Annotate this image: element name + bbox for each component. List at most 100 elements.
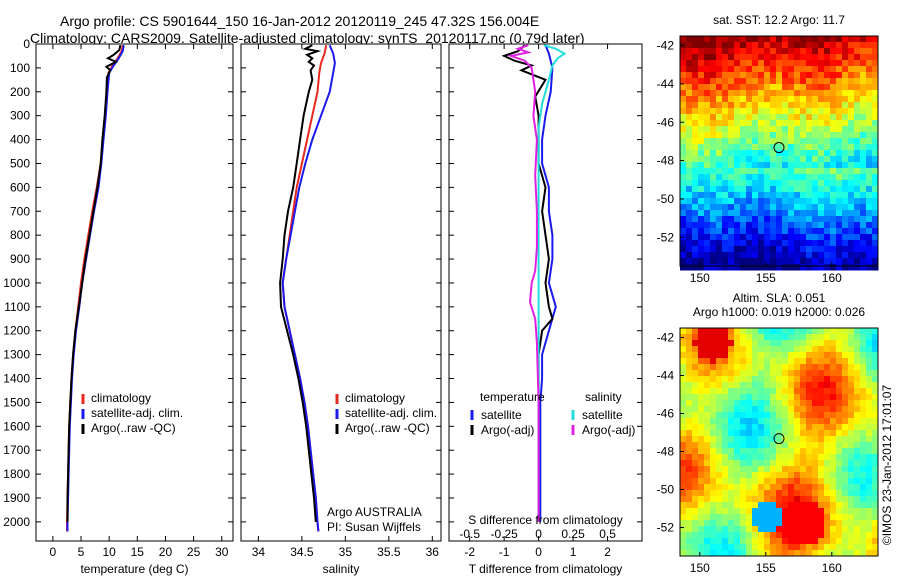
heatmap-cell — [824, 484, 831, 491]
heatmap-cell — [782, 538, 789, 545]
heatmap-cell — [854, 526, 861, 533]
heatmap-cell — [848, 138, 855, 145]
heatmap-cell — [836, 460, 843, 467]
heatmap-cell — [746, 168, 753, 175]
heatmap-cell — [818, 400, 825, 407]
heatmap-cell — [722, 550, 729, 557]
x-tick-label: 36 — [426, 545, 440, 559]
heatmap-cell — [686, 126, 693, 133]
heatmap-cell — [794, 472, 801, 479]
heatmap-cell — [806, 216, 813, 223]
heatmap-cell — [788, 54, 795, 61]
heatmap-cell — [788, 144, 795, 151]
heatmap-cell — [800, 138, 807, 145]
heatmap-cell — [746, 406, 753, 413]
heatmap-cell — [842, 216, 849, 223]
heatmap-cell — [848, 352, 855, 359]
heatmap-cell — [854, 174, 861, 181]
heatmap-cell — [770, 228, 777, 235]
heatmap-cell — [818, 508, 825, 515]
heatmap-cell — [710, 174, 717, 181]
heatmap-cell — [800, 394, 807, 401]
heatmap-cell — [704, 42, 711, 49]
heatmap-cell — [788, 490, 795, 497]
heatmap-cell — [734, 150, 741, 157]
heatmap-cell — [866, 454, 873, 461]
heatmap-cell — [704, 246, 711, 253]
heatmap-cell — [806, 108, 813, 115]
heatmap-cell — [758, 54, 765, 61]
heatmap-cell — [710, 412, 717, 419]
heatmap-cell — [800, 204, 807, 211]
heatmap-cell — [722, 538, 729, 545]
heatmap-cell — [818, 42, 825, 49]
heatmap-cell — [746, 156, 753, 163]
heatmap-cell — [800, 48, 807, 55]
heatmap-cell — [848, 114, 855, 121]
heatmap-cell — [872, 520, 879, 527]
x-tick-label: 1 — [570, 545, 577, 559]
heatmap-cell — [698, 406, 705, 413]
heatmap-cell — [842, 252, 849, 259]
heatmap-cell — [692, 376, 699, 383]
x-tick-label: 34 — [252, 545, 266, 559]
heatmap-cell — [746, 358, 753, 365]
heatmap-cell — [806, 388, 813, 395]
heatmap-cell — [806, 508, 813, 515]
heatmap-cell — [704, 96, 711, 103]
heatmap-cell — [692, 352, 699, 359]
heatmap-cell — [686, 484, 693, 491]
heatmap-cell — [872, 460, 879, 467]
heatmap-cell — [776, 108, 783, 115]
heatmap-cell — [752, 448, 759, 455]
heatmap-cell — [740, 526, 747, 533]
heatmap-cell — [782, 60, 789, 67]
heatmap-cell — [686, 388, 693, 395]
legend-group-title: temperature — [480, 390, 545, 404]
heatmap-cell — [806, 490, 813, 497]
heatmap-cell — [872, 430, 879, 437]
heatmap-cell — [776, 216, 783, 223]
heatmap-cell — [782, 228, 789, 235]
heatmap-cell — [686, 264, 693, 271]
heatmap-cell — [722, 42, 729, 49]
heatmap-cell — [770, 484, 777, 491]
heatmap-cell — [698, 442, 705, 449]
heatmap-cell — [722, 448, 729, 455]
heatmap-cell — [728, 394, 735, 401]
heatmap-cell — [824, 412, 831, 419]
heatmap-cell — [872, 162, 879, 169]
heatmap-cell — [704, 520, 711, 527]
heatmap-cell — [872, 144, 879, 151]
heatmap-cell — [692, 162, 699, 169]
heatmap-cell — [818, 120, 825, 127]
heatmap-cell — [800, 334, 807, 341]
heatmap-cell — [818, 346, 825, 353]
heatmap-cell — [788, 376, 795, 383]
heatmap-cell — [722, 514, 729, 521]
heatmap-cell — [782, 346, 789, 353]
heatmap-cell — [716, 376, 723, 383]
heatmap-cell — [734, 376, 741, 383]
heatmap-cell — [860, 442, 867, 449]
heatmap-cell — [776, 258, 783, 265]
heatmap-cell — [770, 442, 777, 449]
heatmap-cell — [866, 442, 873, 449]
heatmap-cell — [836, 538, 843, 545]
heatmap-cell — [686, 180, 693, 187]
heatmap-cell — [770, 436, 777, 443]
heatmap-cell — [824, 466, 831, 473]
heatmap-cell — [830, 454, 837, 461]
heatmap-cell — [776, 60, 783, 67]
heatmap-cell — [704, 90, 711, 97]
x-tick-label: 0 — [50, 545, 57, 559]
heatmap-cell — [860, 72, 867, 79]
heatmap-cell — [788, 246, 795, 253]
heatmap-cell — [860, 216, 867, 223]
heatmap-cell — [866, 472, 873, 479]
heatmap-cell — [728, 334, 735, 341]
heatmap-cell — [872, 222, 879, 229]
heatmap-cell — [860, 48, 867, 55]
heatmap-cell — [842, 186, 849, 193]
heatmap-cell — [830, 424, 837, 431]
